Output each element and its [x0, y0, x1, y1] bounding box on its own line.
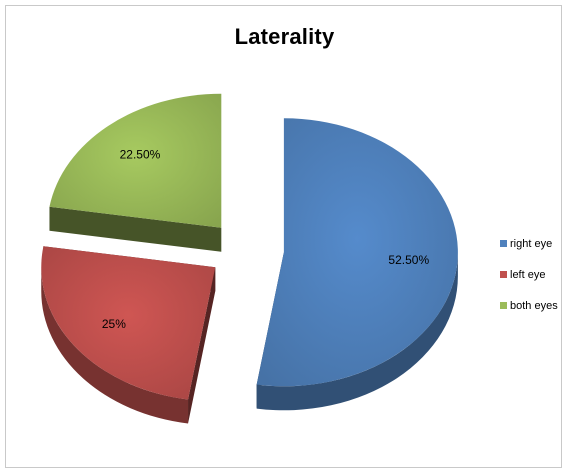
pie-slice-left-eye [41, 246, 216, 424]
legend-item-both-eyes: both eyes [500, 290, 566, 321]
pie-slice-wall [188, 267, 216, 424]
legend-label-both-eyes: both eyes [510, 299, 558, 312]
data-label-right-eye: 52.50% [388, 253, 429, 267]
data-label-both-eyes: 22.50% [120, 147, 161, 161]
pie-slice-rim [41, 267, 189, 424]
pie-slice-top [256, 118, 458, 387]
legend-swatch-left-eye [500, 271, 507, 278]
legend-label-left-eye: left eye [510, 268, 546, 281]
pie-slice-both-eyes [49, 93, 222, 252]
legend-swatch-both-eyes [500, 302, 507, 309]
data-label-left-eye: 25% [102, 317, 126, 331]
legend-swatch-right-eye [500, 240, 507, 247]
pie-slice-top [41, 246, 216, 400]
pie-slice-wall [49, 206, 222, 252]
pie-slice-top [49, 93, 222, 228]
legend-item-right-eye: right eye [500, 228, 566, 259]
pie-slice-rim [256, 252, 458, 411]
legend: right eye left eye both eyes [500, 228, 566, 321]
chart-title: Laterality [234, 24, 335, 49]
legend-label-right-eye: right eye [510, 237, 553, 250]
legend-item-left-eye: left eye [500, 259, 566, 290]
pie-slice-right-eye [256, 118, 458, 411]
